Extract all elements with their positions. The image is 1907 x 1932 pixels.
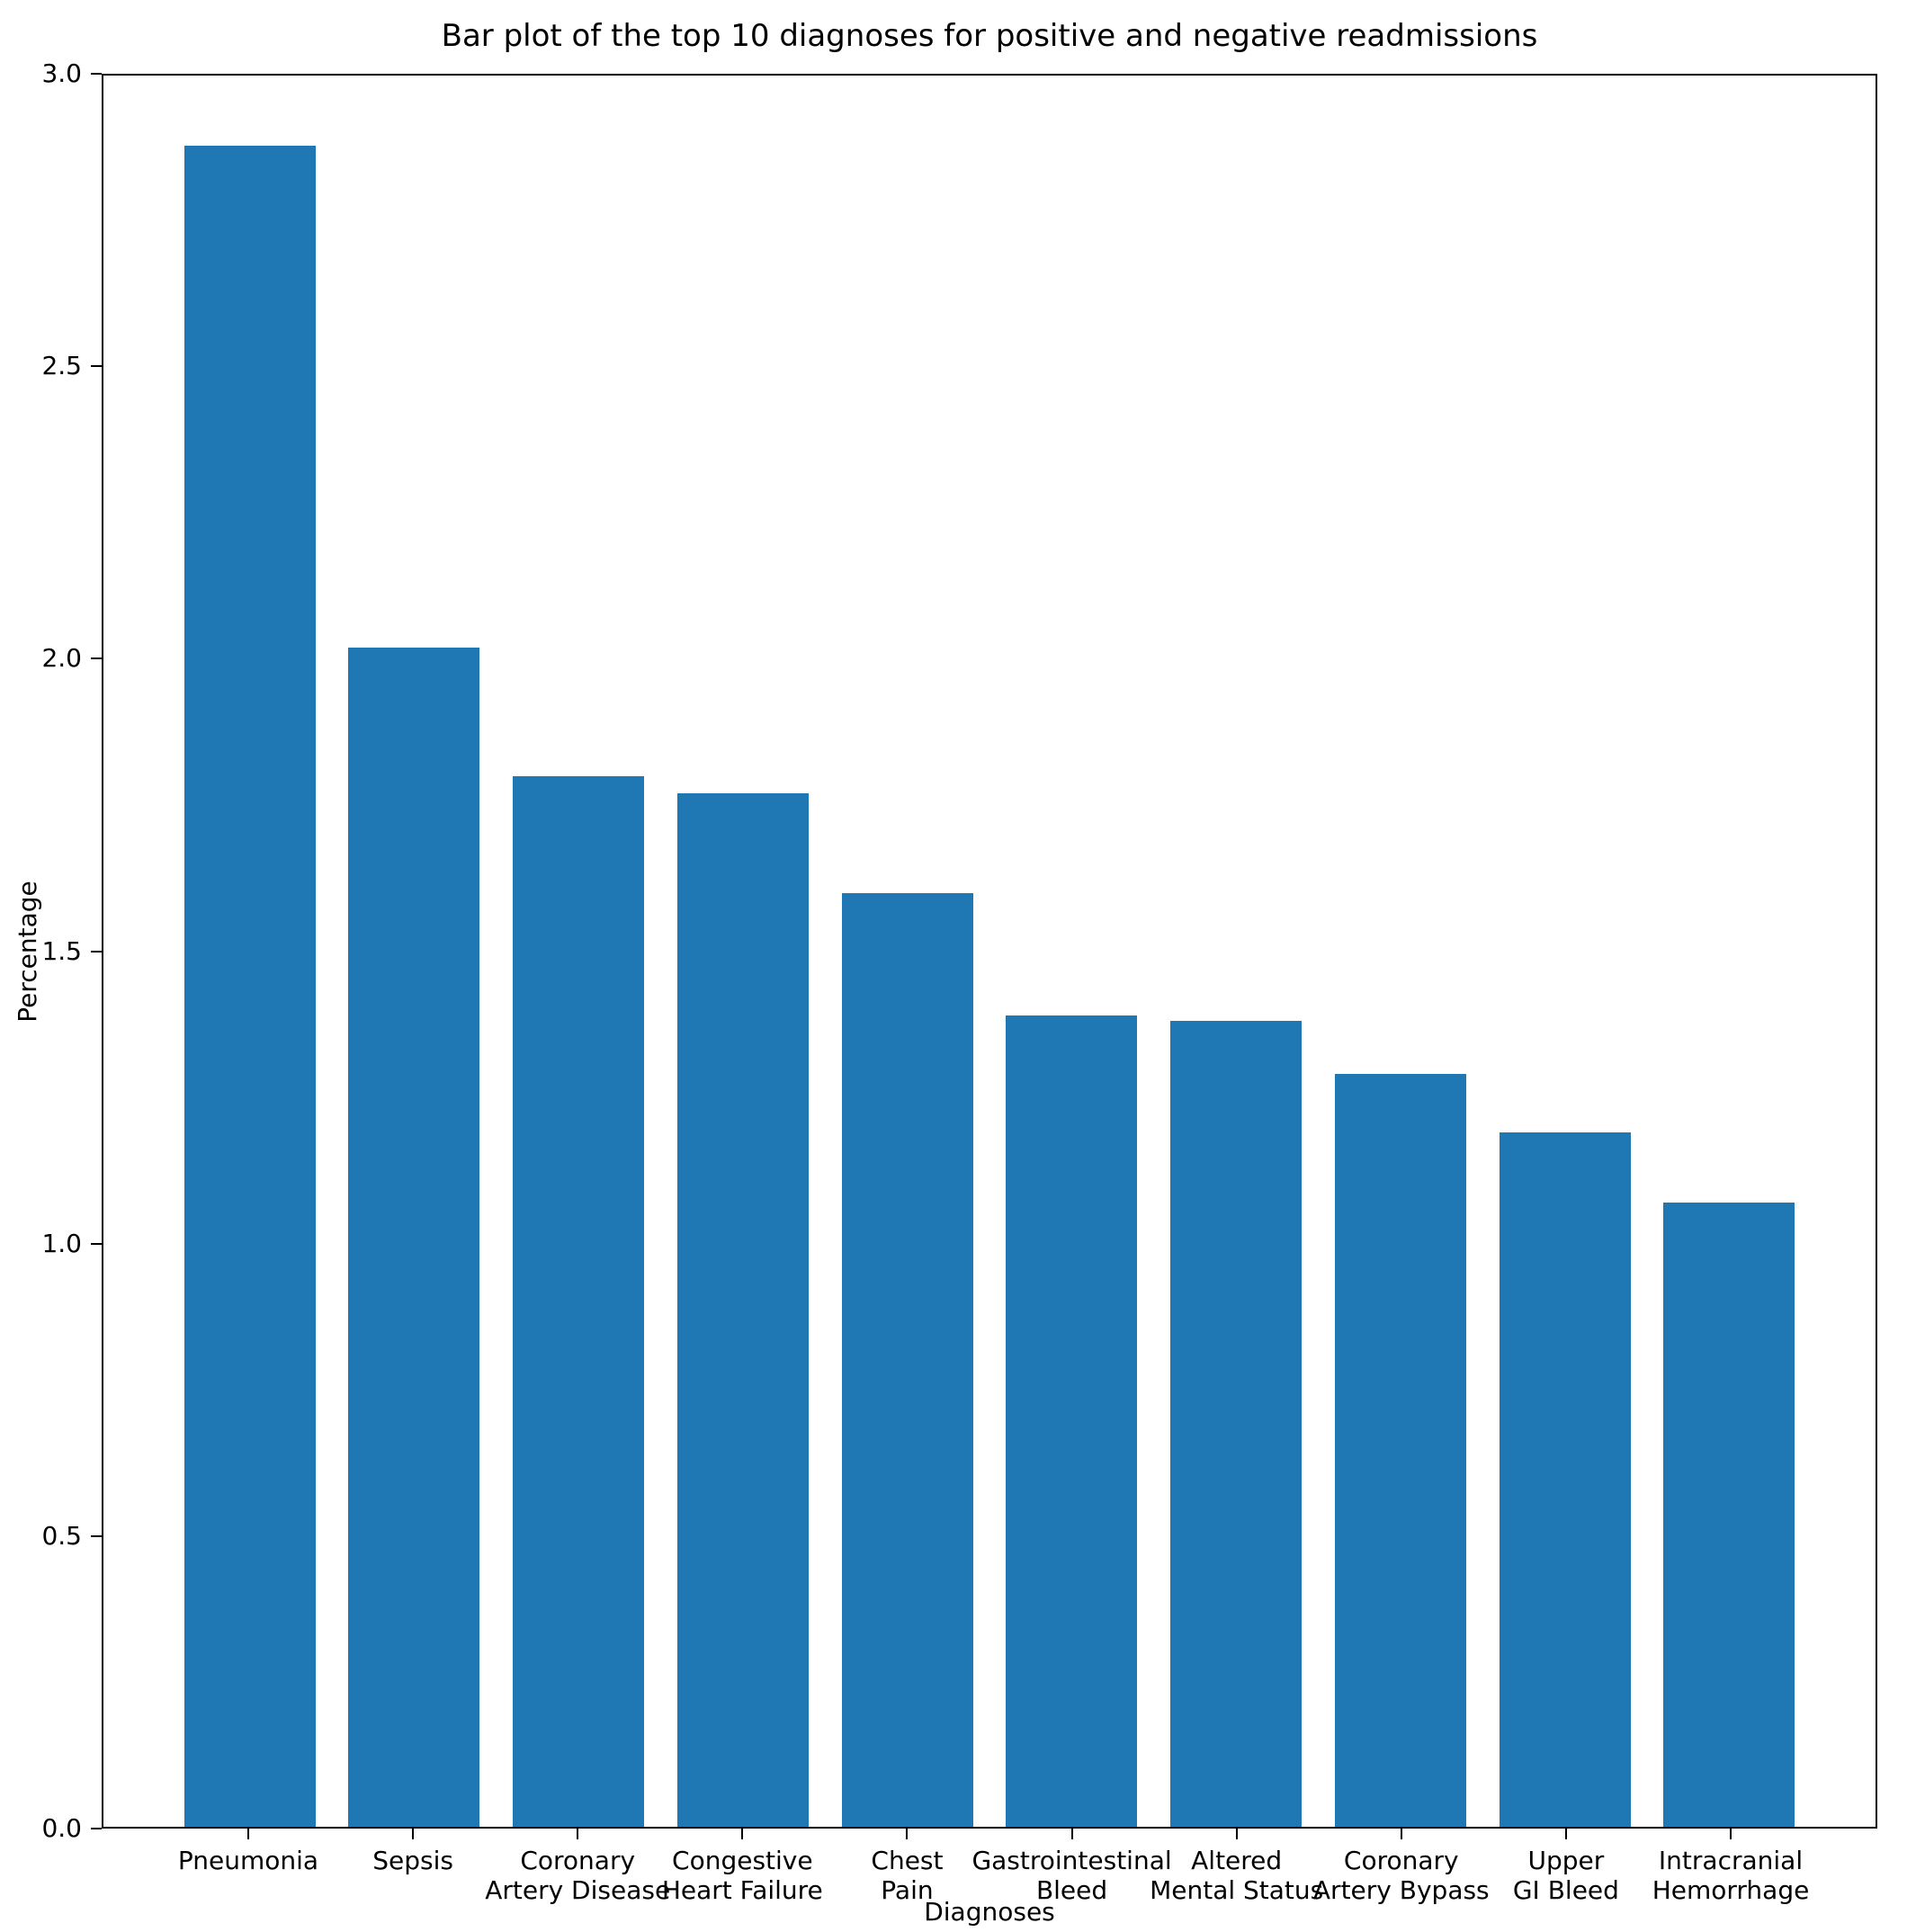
bars-layer [103, 76, 1876, 1827]
x-tick-label-congestive: Congestive Heart Failure [562, 1846, 922, 1905]
x-tick-line [741, 1829, 744, 1839]
y-tick-line [91, 1534, 102, 1537]
chart-title: Bar plot of the top 10 diagnoses for pos… [441, 18, 1538, 54]
x-tick-line [1400, 1829, 1402, 1839]
y-tick-label: 1.5 [41, 935, 82, 966]
x-tick-label-coronary: Coronary Artery Bypass [1222, 1846, 1581, 1905]
y-tick-label: 3.0 [41, 58, 82, 88]
y-tick-line [91, 1828, 102, 1829]
x-tick-label-line: Bleed [1035, 1875, 1108, 1905]
bar-upper [1499, 1131, 1631, 1827]
x-tick-line [1730, 1829, 1732, 1839]
x-tick-line [1564, 1829, 1567, 1839]
bar-congestive [676, 793, 809, 1827]
bar-gastrointestinal [1006, 1015, 1138, 1827]
x-tick-label-line: Mental Status [1150, 1875, 1324, 1905]
bar-coronary [513, 775, 645, 1827]
bar-intracranial [1663, 1202, 1795, 1827]
y-tick-line [91, 73, 102, 75]
plot-area [102, 74, 1877, 1829]
y-tick-line [91, 950, 102, 953]
bar-chest [841, 892, 973, 1827]
x-tick-label-line: Hemorrhage [1652, 1875, 1810, 1905]
x-tick-label-line: Sepsis [372, 1846, 453, 1875]
x-tick-label-line: Pain [881, 1875, 934, 1905]
x-tick-line [1070, 1829, 1073, 1839]
x-tick-label-line: Chest [871, 1846, 944, 1875]
x-tick-line [246, 1829, 249, 1839]
x-tick-label-line: Congestive [672, 1846, 813, 1875]
y-tick-line [91, 657, 102, 660]
y-tick-label: 2.5 [41, 351, 82, 381]
x-tick-label-gastrointestinal: Gastrointestinal Bleed [892, 1846, 1252, 1905]
x-tick-label-line: Intracranial [1658, 1846, 1804, 1875]
y-tick-line [91, 1242, 102, 1245]
y-tick-line [91, 365, 102, 368]
x-tick-label-sepsis: Sepsis [233, 1846, 593, 1875]
x-tick-label-line: Coronary [520, 1846, 636, 1875]
x-tick-label-line: Heart Failure [661, 1875, 823, 1905]
x-tick-label-line: Upper [1527, 1846, 1605, 1875]
x-tick-label-line: Gastrointestinal [971, 1846, 1172, 1875]
x-tick-label-line: GI Bleed [1512, 1875, 1619, 1905]
y-tick-label: 0.5 [41, 1520, 82, 1551]
x-tick-label-chest: Chest Pain [727, 1846, 1087, 1905]
y-tick-label: 0.0 [41, 1813, 82, 1843]
x-tick-label-line: Pneumonia [177, 1846, 319, 1875]
x-tick-line [906, 1829, 909, 1839]
bar-sepsis [348, 648, 480, 1827]
bar-altered [1170, 1021, 1303, 1827]
x-tick-label-line: Artery Disease [485, 1875, 671, 1905]
bar-coronary [1334, 1073, 1466, 1827]
x-tick-label-pneumonia: Pneumonia [68, 1846, 428, 1875]
x-tick-line [412, 1829, 415, 1839]
x-tick-line [1235, 1829, 1238, 1839]
y-tick-label: 2.0 [41, 643, 82, 674]
x-axis-label: Diagnoses [924, 1897, 1055, 1927]
x-tick-line [577, 1829, 579, 1839]
x-tick-label-line: Artery Bypass [1312, 1875, 1490, 1905]
x-tick-label-intracranial: Intracranial Hemorrhage [1551, 1846, 1907, 1905]
x-tick-label-line: Coronary [1343, 1846, 1459, 1875]
x-tick-label-upper: Upper GI Bleed [1386, 1846, 1746, 1905]
bar-pneumonia [184, 145, 316, 1827]
x-tick-label-altered: Altered Mental Status [1057, 1846, 1417, 1905]
y-tick-label: 1.0 [41, 1228, 82, 1258]
x-tick-label-line: Altered [1191, 1846, 1283, 1875]
x-tick-label-coronary: Coronary Artery Disease [398, 1846, 757, 1905]
